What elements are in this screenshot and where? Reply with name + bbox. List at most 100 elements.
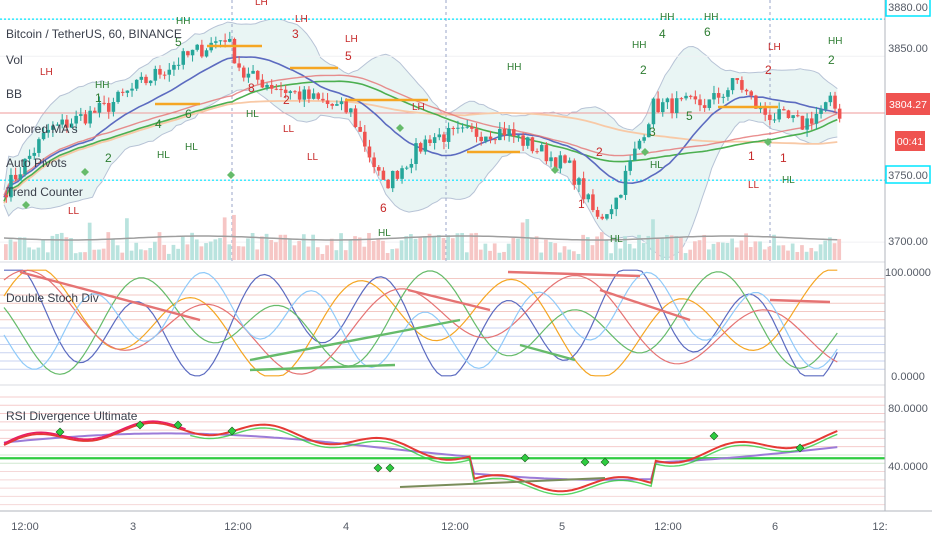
stoch-divergence-line (507, 270, 641, 278)
candle-body (530, 137, 535, 152)
candle-body (516, 135, 521, 137)
candle-body (674, 98, 679, 114)
candle-body (200, 44, 204, 57)
candle-body (395, 170, 400, 179)
volume-bar (157, 232, 162, 260)
indicator-bb[interactable]: BB (6, 87, 22, 101)
time-axis[interactable]: 12:00 3 12:00 4 12:00 5 12:00 6 12: (11, 521, 887, 533)
candle-body (330, 104, 334, 106)
volume-bar (464, 252, 469, 260)
volume-bar (385, 253, 390, 260)
candle-body (255, 70, 260, 80)
pivot-label: HH (660, 12, 674, 23)
candle-body (521, 135, 525, 146)
volume-bar (83, 252, 87, 260)
volume-bar (548, 242, 553, 260)
trend-counter-label: 1 (780, 151, 787, 165)
trend-counter-label: 4 (659, 27, 666, 41)
volume-bar (585, 237, 590, 260)
rsi-signal-diamond (520, 453, 530, 463)
candle-body (814, 113, 819, 124)
candle-body (102, 102, 106, 104)
pivot-label: HL (650, 160, 663, 171)
volume-bar (250, 232, 255, 260)
volume-bar (516, 238, 520, 260)
pivot-label: HH (828, 36, 842, 47)
volume-bar (227, 244, 232, 260)
indicator-vol[interactable]: Vol (6, 53, 23, 67)
rsi-title[interactable]: RSI Divergence Ultimate (6, 409, 138, 423)
volume-bar (520, 222, 525, 260)
volume-bar (720, 242, 725, 260)
volume-bar (55, 233, 59, 260)
price-legend[interactable]: Bitcoin / TetherUS, 60, BINANCE Vol BB C… (6, 27, 182, 199)
candle-body (358, 126, 362, 132)
rsi-tick-40: 40.0000 (888, 461, 928, 473)
candle-body (32, 152, 37, 156)
stoch-title[interactable]: Double Stoch Div (6, 291, 99, 305)
volume-bar (823, 240, 828, 260)
pivot-label: HL (782, 175, 795, 186)
volume-bar (334, 250, 339, 260)
candle-body (493, 139, 497, 141)
volume-bar (185, 244, 190, 260)
trend-counter-label: 1 (95, 91, 102, 105)
candle-body (772, 119, 777, 121)
candle-body (4, 195, 9, 198)
trend-counter-label: 2 (765, 63, 772, 77)
candle-body (833, 95, 837, 109)
candle-body (51, 125, 55, 130)
volume-bar (762, 249, 767, 260)
volume-bar (828, 237, 832, 260)
candle-body (65, 119, 69, 128)
indicator-auto-pivots[interactable]: Auto Pivots (6, 156, 67, 170)
pivot-label: HL (157, 150, 170, 161)
pivot-label: HL (378, 228, 391, 239)
price-pane[interactable]: HH LH HH LH LH LH LH HH HH HH HH LH HH HL HL HL LL LL HL HL… (0, 0, 885, 262)
volume-bar (246, 238, 250, 260)
volume-bar (683, 253, 688, 260)
indicator-colored-mas[interactable]: Colored MA's (6, 122, 78, 136)
candle-body (144, 76, 148, 84)
volume-bar (194, 239, 199, 260)
price-axis[interactable]: 3880.00 3850.00 3804.27 00:41 3750.00 37… (885, 0, 931, 248)
candle-body (181, 51, 186, 65)
candle-body (679, 98, 684, 100)
volume-bar (725, 243, 730, 260)
signal-diamond (396, 124, 404, 132)
volume-bar (502, 251, 506, 260)
candle-body (712, 93, 716, 100)
pivot-label: HL (185, 142, 198, 153)
volume-bar (739, 240, 744, 260)
volume-bar (697, 240, 702, 260)
candle-body (274, 88, 279, 90)
stoch-pane[interactable] (0, 263, 885, 385)
volume-bar (399, 240, 404, 260)
pivot-label: LH (295, 14, 308, 25)
candle-body (37, 139, 41, 153)
indicator-trend-counter[interactable]: Trend Counter (6, 185, 83, 199)
volume-bar (539, 252, 544, 260)
candle-body (390, 170, 395, 189)
candle-body (535, 151, 539, 153)
candle-body (283, 89, 288, 93)
pivot-label: LH (345, 34, 358, 45)
rsi-pane[interactable] (0, 386, 885, 511)
volume-bar (413, 238, 418, 260)
volume-bar (818, 244, 823, 260)
chart-title: Bitcoin / TetherUS, 60, BINANCE (6, 27, 182, 41)
volume-bar (362, 246, 367, 260)
candle-body (470, 126, 474, 129)
volume-bar (106, 232, 111, 260)
volume-bar (562, 246, 567, 260)
volume-bar (646, 235, 651, 260)
candle-body (74, 115, 78, 124)
stoch-axis[interactable]: 100.0000 0.0000 (885, 267, 931, 383)
volume-bar (143, 250, 148, 260)
candle-body (512, 129, 516, 137)
candle-body (805, 118, 809, 130)
rsi-axis[interactable]: 80.0000 40.0000 (888, 403, 928, 473)
candle-body (176, 64, 181, 66)
time-tick: 3 (130, 521, 136, 533)
